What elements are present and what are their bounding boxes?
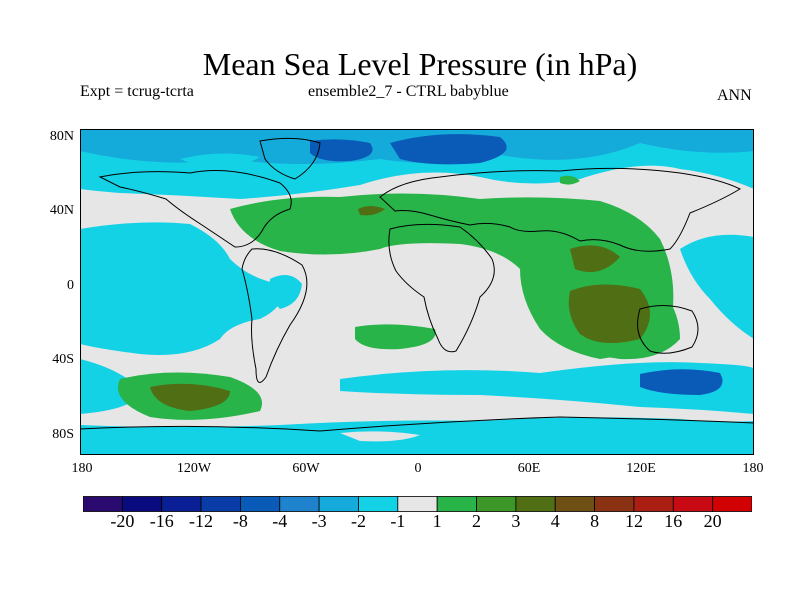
lon-label: 60E [517,461,541,476]
antarctic-negative-band [80,417,754,455]
colorbar-swatch [121,496,163,512]
colorbar-label: -3 [311,511,327,531]
coastlines [80,137,754,432]
coast-south-america [241,248,308,383]
pressure-map [80,129,754,455]
coast-antarctica [80,416,754,432]
colorbar-label: -12 [189,511,214,531]
lon-label: 120E [626,461,656,476]
lon-label: 60W [292,461,320,476]
colorbar-label: 12 [624,511,643,531]
expt-label: Expt = tcrug-tcrta [80,83,194,100]
colorbar-swatch [240,496,281,512]
colorbar-label: -20 [110,511,135,531]
nh-positive-moderate-1 [358,206,385,216]
colorbar-label: 16 [664,511,683,531]
arctic-negative-strong-2 [390,134,507,165]
coast-north-america [98,170,292,248]
lat-label: 40S [52,352,74,367]
colorbar-swatch [358,496,399,512]
colorbar-label: 3 [511,511,521,531]
colorbar-swatch [83,496,123,512]
southern-pacific-positive-moderate [150,383,230,411]
colorbar-swatch [515,496,556,512]
colorbar-swatch [279,496,320,512]
lat-label: 40N [49,203,74,218]
colorbar-label: 8 [590,511,600,531]
pacific-negative-region [80,222,283,355]
colorbar-label: 4 [550,511,560,531]
coast-greenland [259,137,321,180]
lat-label: 0 [67,278,74,293]
coast-australia [637,305,699,354]
colorbar-swatch [161,496,202,512]
colorbar-swatch [712,496,752,512]
colorbar-swatch [200,496,241,512]
nh-positive-moderate-2 [570,245,620,273]
lon-label: 0 [414,461,422,476]
colorbar-swatch [436,496,477,512]
colorbar-swatch [476,496,517,512]
antarctic-neutral-gap [340,431,420,442]
colorbar-swatch [672,496,714,512]
lon-label: 180 [71,461,93,476]
colorbar-swatch [554,496,595,512]
southern-ocean-negative-strong [640,369,723,395]
map-title: Mean Sea Level Pressure (in hPa) [202,46,638,82]
colorbar-swatch [397,496,438,512]
colorbar-label: 2 [472,511,482,531]
coast-africa [388,223,495,353]
colorbar-label: -1 [390,511,406,531]
colorbar-swatch [633,496,674,512]
colorbar [83,496,752,512]
colorbar-label: 20 [703,511,722,531]
colorbar-label: -16 [149,511,174,531]
arctic-positive-patch [180,153,260,168]
lon-label: 180 [742,461,764,476]
ensemble-label: ensemble2_7 - CTRL babyblue [308,83,509,100]
central-atlantic-positive [355,324,436,350]
pacific-negative-east [680,234,754,339]
lat-label: 80S [52,427,74,442]
coast-eurasia [379,167,742,252]
colorbar-label: -2 [350,511,366,531]
map-frame [80,129,754,455]
lon-label: 120W [176,461,212,476]
colorbar-label: 1 [432,511,442,531]
colorbar-label: -4 [272,511,288,531]
colorbar-swatch [318,496,359,512]
colorbar-swatch [594,496,635,512]
lat-label: 80N [49,129,74,144]
season-label: ANN [717,87,752,104]
australia-positive-moderate [568,284,650,343]
colorbar-label: -8 [232,511,248,531]
atlantic-negative-blob [269,275,302,309]
arctic-negative-strong-1 [310,139,373,162]
asia-positive-small [560,175,580,185]
